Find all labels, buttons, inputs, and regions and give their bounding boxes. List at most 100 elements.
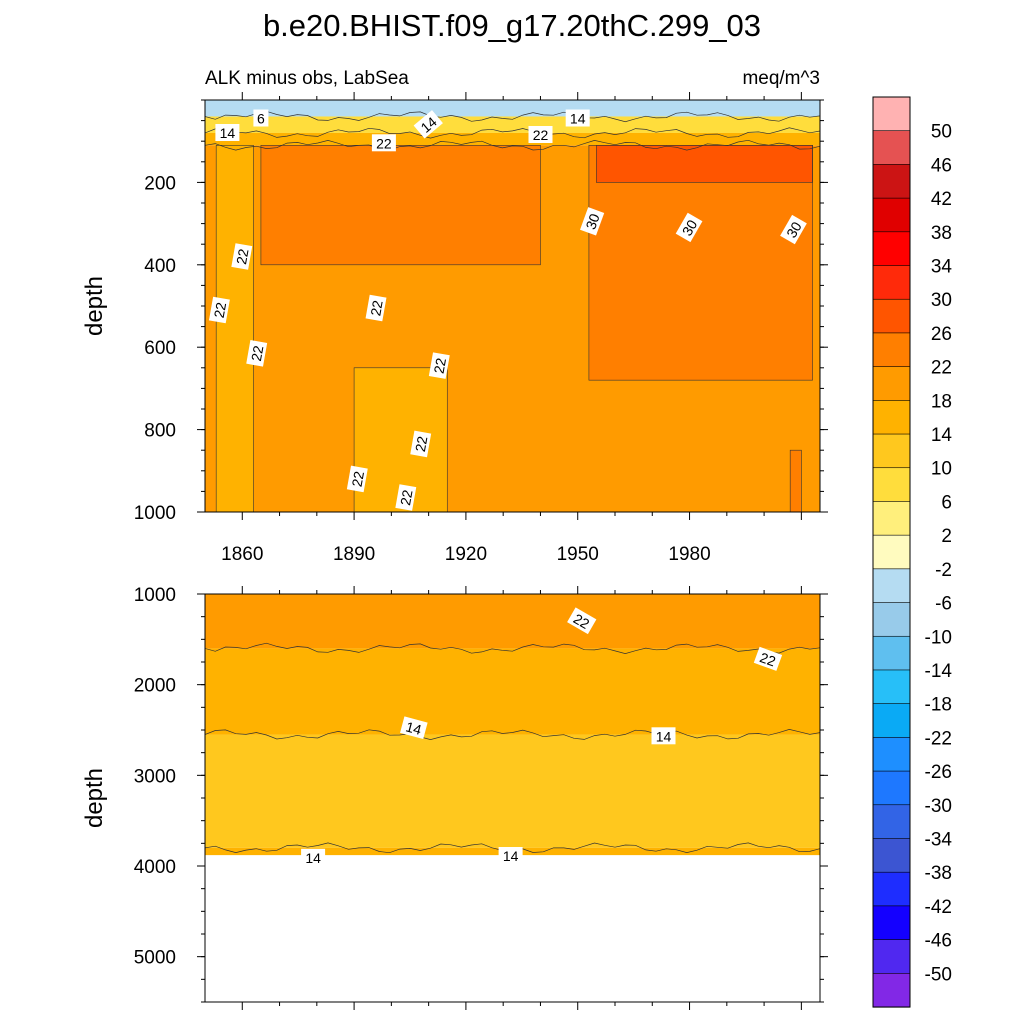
contour-label-text: 14 xyxy=(503,848,519,864)
colorbar-swatch xyxy=(872,871,911,907)
colorbar-swatch xyxy=(872,231,911,267)
contour-region xyxy=(790,450,802,512)
contour-line xyxy=(205,729,820,740)
contour-label-text: 22 xyxy=(431,356,449,374)
contour-band xyxy=(205,132,820,146)
colorbar-swatch xyxy=(872,838,911,873)
contour-label: 22 xyxy=(753,646,783,671)
colorbar-label: 10 xyxy=(931,459,952,480)
colorbar-swatch xyxy=(872,265,911,300)
colorbar-swatch xyxy=(872,96,911,132)
colorbar-label: 50 xyxy=(931,122,952,143)
colorbar-label: -6 xyxy=(935,594,952,615)
colorbar-swatch xyxy=(872,332,911,368)
colorbar-frame xyxy=(872,96,911,1008)
colorbar-label: -38 xyxy=(925,863,952,884)
contour-label-text: 14 xyxy=(570,111,586,127)
colorbar-swatch xyxy=(872,534,911,570)
contour-label-text: 22 xyxy=(571,610,593,632)
contour-label-text: 22 xyxy=(412,435,430,453)
x-tick-label: 1950 xyxy=(557,544,599,565)
colorbar-label: -26 xyxy=(925,762,952,783)
contour-label-text: 30 xyxy=(679,217,701,239)
contour-label-text: 6 xyxy=(257,111,265,127)
contour-line xyxy=(205,139,820,151)
contour-line xyxy=(205,127,820,139)
contour-band xyxy=(205,594,820,649)
colorbar-label: 30 xyxy=(931,290,952,311)
contour-label: 22 xyxy=(528,126,553,143)
colorbar-label: 6 xyxy=(941,492,952,513)
contour-region xyxy=(216,145,254,512)
contour-label: 22 xyxy=(428,352,450,379)
y-tick-label: 3000 xyxy=(134,766,176,787)
colorbar-swatch xyxy=(872,298,911,334)
contour-label-text: 30 xyxy=(582,211,602,231)
contour-label-text: 22 xyxy=(233,247,251,265)
upper-panel: 6 14 14 14 22 22 22 22 22 22 22 22 22 22 30 30 30 200 400 6… xyxy=(81,92,828,565)
y-tick-label: 1000 xyxy=(134,585,176,606)
y-tick-label: 400 xyxy=(144,256,176,277)
contour-region xyxy=(260,145,541,265)
contour-line xyxy=(205,110,820,123)
contour-label: 6 xyxy=(253,109,269,127)
contour-line xyxy=(215,145,254,512)
colorbar-swatch xyxy=(872,467,911,503)
contour-label-text: 22 xyxy=(349,470,367,488)
contour-region xyxy=(588,145,813,381)
contour-region xyxy=(596,145,813,183)
figure-title: b.e20.BHIST.f09_g17.20thC.299_03 xyxy=(263,8,761,43)
contour-label: 22 xyxy=(246,340,268,367)
colorbar-label: 38 xyxy=(931,223,952,244)
y-tick-label: 800 xyxy=(144,421,176,442)
contour-label: 22 xyxy=(346,465,368,493)
contour-label: 14 xyxy=(215,124,240,141)
colorbar-swatch xyxy=(872,804,911,840)
colorbar-swatch xyxy=(872,635,911,671)
colorbar-label: -50 xyxy=(925,964,952,985)
colorbar-label: -34 xyxy=(925,829,953,850)
contour-label-text: 22 xyxy=(211,301,229,319)
contour-label: 14 xyxy=(651,727,676,745)
contour-line xyxy=(205,642,820,654)
colorbar-label: 14 xyxy=(931,425,953,446)
contour-label: 22 xyxy=(208,296,230,324)
x-tick-label: 1860 xyxy=(221,544,263,565)
colorbar-label: -42 xyxy=(925,897,952,918)
contour-label: 30 xyxy=(580,207,605,236)
colorbar-swatch xyxy=(872,905,911,941)
contour-label: 14 xyxy=(400,716,428,740)
x-tick-label: 1890 xyxy=(333,544,375,565)
contour-label: 22 xyxy=(410,430,432,458)
contour-line xyxy=(596,145,813,183)
colorbar-swatch xyxy=(872,703,911,738)
y-tick-label: 1000 xyxy=(134,503,176,524)
colorbar-label: -14 xyxy=(925,661,953,682)
contour-band xyxy=(205,734,820,848)
colorbar-label: 18 xyxy=(931,391,952,412)
colorbar-swatch xyxy=(872,972,911,1008)
colorbar-label: -30 xyxy=(925,796,952,817)
contour-label-text: 14 xyxy=(656,728,672,744)
colorbar-swatch xyxy=(872,501,911,536)
colorbar-swatch xyxy=(872,602,911,637)
colorbar-label: 42 xyxy=(931,189,952,210)
colorbar-label: -2 xyxy=(935,560,952,581)
x-tick-label: 1920 xyxy=(445,544,487,565)
upper-contour-field: 6 14 14 14 22 22 22 22 22 22 22 22 22 22 30 30 30 xyxy=(205,100,820,512)
lower-contour-field: 22 22 14 14 14 14 xyxy=(205,594,820,866)
y-tick-label: 2000 xyxy=(134,676,176,697)
contour-label-text: 22 xyxy=(376,135,392,151)
y-tick-label: 600 xyxy=(144,338,176,359)
contour-label-text: 14 xyxy=(404,718,423,738)
contour-band xyxy=(205,100,820,117)
colorbar-swatch xyxy=(872,130,911,166)
colorbar-label: 22 xyxy=(931,358,952,379)
x-tick-label: 1980 xyxy=(668,544,710,565)
colorbar-label: 26 xyxy=(931,324,952,345)
colorbar-swatch xyxy=(872,770,911,806)
colorbar-swatch xyxy=(872,400,911,435)
contour-label: 22 xyxy=(371,134,396,152)
contour-label: 14 xyxy=(498,847,523,864)
